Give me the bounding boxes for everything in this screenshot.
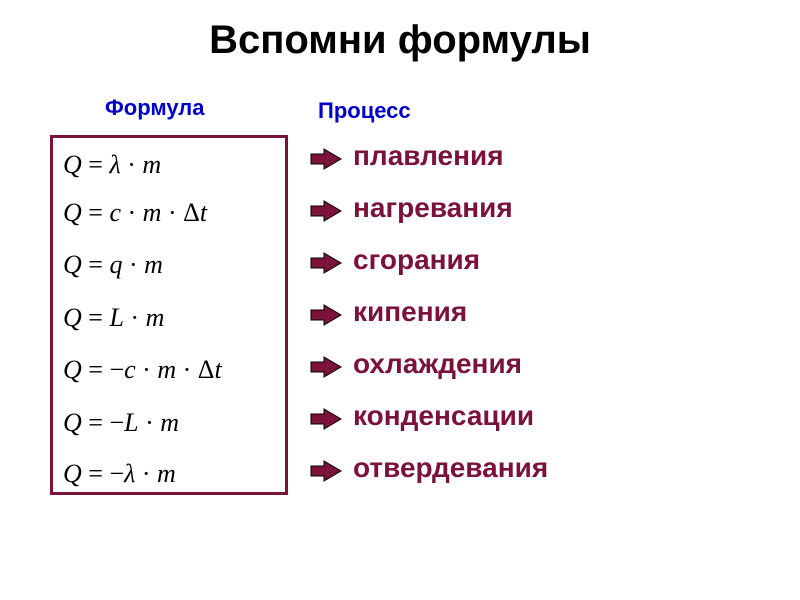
formula-op: · Δ: [176, 355, 214, 384]
formula-3: Q = q · m: [63, 250, 163, 280]
formula-4: Q = L · m: [63, 303, 164, 333]
formula-var: c: [109, 198, 121, 227]
formula-var: m: [157, 355, 176, 384]
formula-var: Q: [63, 250, 82, 279]
formula-var: t: [200, 198, 207, 227]
formula-1: Q = λ · m: [63, 150, 161, 180]
formula-op: ·: [136, 355, 158, 384]
formula-op: =: [82, 150, 110, 179]
formula-var: m: [146, 303, 165, 332]
process-5: охлаждения: [353, 348, 522, 380]
formula-var: Q: [63, 408, 82, 437]
formula-op: ·: [122, 250, 144, 279]
process-4: кипения: [353, 296, 467, 328]
arrow-2: [310, 200, 342, 222]
formula-var: c: [124, 355, 136, 384]
process-header: Процесс: [318, 98, 411, 124]
formula-op: = −: [82, 459, 124, 488]
formula-op: ·: [121, 150, 143, 179]
arrow-5: [310, 356, 342, 378]
formula-var: m: [144, 250, 163, 279]
formula-op: =: [82, 250, 110, 279]
formula-var: λ: [109, 150, 120, 179]
arrow-6: [310, 408, 342, 430]
formula-var: m: [160, 408, 179, 437]
formula-op: ·: [124, 303, 146, 332]
formula-2: Q = c · m · Δt: [63, 198, 207, 228]
formula-box: Q = λ · mQ = c · m · ΔtQ = q · mQ = L · …: [50, 135, 288, 495]
formula-var: Q: [63, 198, 82, 227]
formula-var: Q: [63, 459, 82, 488]
formula-var: Q: [63, 303, 82, 332]
formula-var: m: [143, 198, 162, 227]
formula-var: q: [109, 250, 122, 279]
formula-var: L: [109, 303, 123, 332]
formula-op: ·: [135, 459, 157, 488]
formula-6: Q = −L · m: [63, 408, 179, 438]
process-2: нагревания: [353, 192, 513, 224]
formula-var: L: [124, 408, 138, 437]
process-3: сгорания: [353, 244, 480, 276]
formula-5: Q = −c · m · Δt: [63, 355, 222, 385]
formula-7: Q = −λ · m: [63, 459, 176, 489]
formula-op: = −: [82, 408, 124, 437]
arrow-7: [310, 460, 342, 482]
formula-var: m: [157, 459, 176, 488]
process-1: плавления: [353, 140, 504, 172]
process-7: отвердевания: [353, 452, 548, 484]
formula-var: Q: [63, 150, 82, 179]
formula-op: ·: [139, 408, 161, 437]
arrow-4: [310, 304, 342, 326]
formula-op: = −: [82, 355, 124, 384]
formula-op: =: [82, 198, 110, 227]
formula-op: ·: [121, 198, 143, 227]
process-6: конденсации: [353, 400, 534, 432]
formula-header: Формула: [105, 95, 205, 121]
formula-var: Q: [63, 355, 82, 384]
arrow-1: [310, 148, 342, 170]
slide-title: Вспомни формулы: [0, 18, 800, 63]
formula-var: m: [142, 150, 161, 179]
formula-var: t: [215, 355, 222, 384]
arrow-3: [310, 252, 342, 274]
formula-op: =: [82, 303, 110, 332]
formula-op: · Δ: [161, 198, 199, 227]
formula-var: λ: [124, 459, 135, 488]
